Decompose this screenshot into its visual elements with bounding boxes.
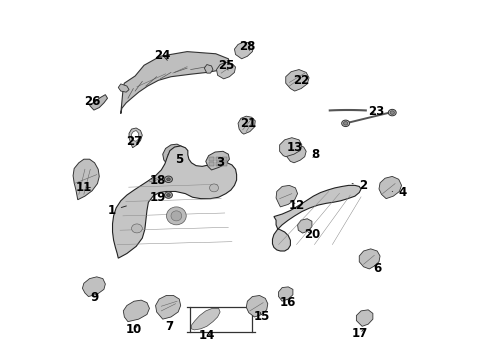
Polygon shape [276, 185, 297, 207]
Polygon shape [82, 277, 105, 297]
Polygon shape [73, 159, 99, 200]
Bar [209, 157, 214, 161]
Text: 11: 11 [76, 181, 92, 194]
Ellipse shape [166, 178, 170, 181]
Polygon shape [163, 144, 185, 166]
Bar [215, 157, 221, 161]
Polygon shape [278, 287, 292, 301]
Polygon shape [205, 151, 229, 170]
Polygon shape [359, 249, 379, 269]
Polygon shape [234, 42, 253, 59]
Ellipse shape [166, 194, 170, 197]
Ellipse shape [164, 192, 172, 198]
Ellipse shape [164, 176, 172, 183]
Ellipse shape [387, 109, 395, 116]
Polygon shape [356, 310, 372, 326]
Text: 19: 19 [149, 191, 165, 204]
Polygon shape [129, 128, 142, 148]
Text: 17: 17 [351, 327, 367, 340]
Bar [215, 162, 221, 166]
Text: 14: 14 [198, 329, 215, 342]
Ellipse shape [341, 120, 349, 127]
Ellipse shape [209, 184, 218, 192]
Polygon shape [216, 62, 235, 79]
Text: 13: 13 [286, 141, 302, 154]
Text: 6: 6 [372, 262, 381, 275]
Polygon shape [285, 69, 308, 91]
Polygon shape [246, 296, 267, 317]
Text: 1: 1 [107, 204, 126, 217]
Polygon shape [191, 309, 220, 330]
Text: 26: 26 [84, 95, 100, 108]
Text: 2: 2 [351, 179, 366, 192]
Polygon shape [286, 145, 305, 163]
Bar [209, 162, 214, 166]
Text: 12: 12 [288, 199, 304, 212]
Text: 3: 3 [216, 156, 224, 169]
Ellipse shape [171, 211, 182, 221]
Text: 23: 23 [367, 105, 384, 118]
Text: 16: 16 [279, 296, 295, 309]
Text: 25: 25 [217, 59, 234, 72]
Ellipse shape [166, 207, 186, 225]
Polygon shape [238, 116, 255, 134]
Polygon shape [112, 146, 236, 258]
Polygon shape [123, 300, 149, 321]
Ellipse shape [389, 111, 394, 114]
Text: 7: 7 [165, 320, 173, 333]
Text: 8: 8 [311, 148, 319, 161]
Ellipse shape [131, 224, 142, 233]
Polygon shape [155, 296, 180, 319]
Text: 27: 27 [126, 135, 142, 148]
Text: 22: 22 [292, 74, 308, 87]
Polygon shape [279, 138, 301, 157]
Text: 4: 4 [391, 186, 406, 199]
Polygon shape [89, 95, 107, 110]
Bar [222, 157, 227, 161]
Polygon shape [378, 176, 401, 199]
Text: 18: 18 [149, 174, 165, 187]
Bar [222, 162, 227, 166]
Text: 24: 24 [154, 49, 171, 62]
Text: 28: 28 [239, 40, 255, 53]
Polygon shape [131, 131, 139, 141]
Text: 20: 20 [303, 228, 319, 241]
Polygon shape [297, 219, 311, 233]
Polygon shape [272, 185, 360, 251]
Text: 5: 5 [175, 153, 183, 166]
Text: 9: 9 [90, 291, 99, 304]
Text: 15: 15 [253, 310, 269, 324]
Polygon shape [204, 64, 212, 73]
Text: 10: 10 [126, 323, 142, 336]
Polygon shape [121, 51, 230, 114]
Ellipse shape [343, 122, 347, 125]
Polygon shape [118, 84, 129, 92]
Text: 21: 21 [240, 117, 256, 130]
